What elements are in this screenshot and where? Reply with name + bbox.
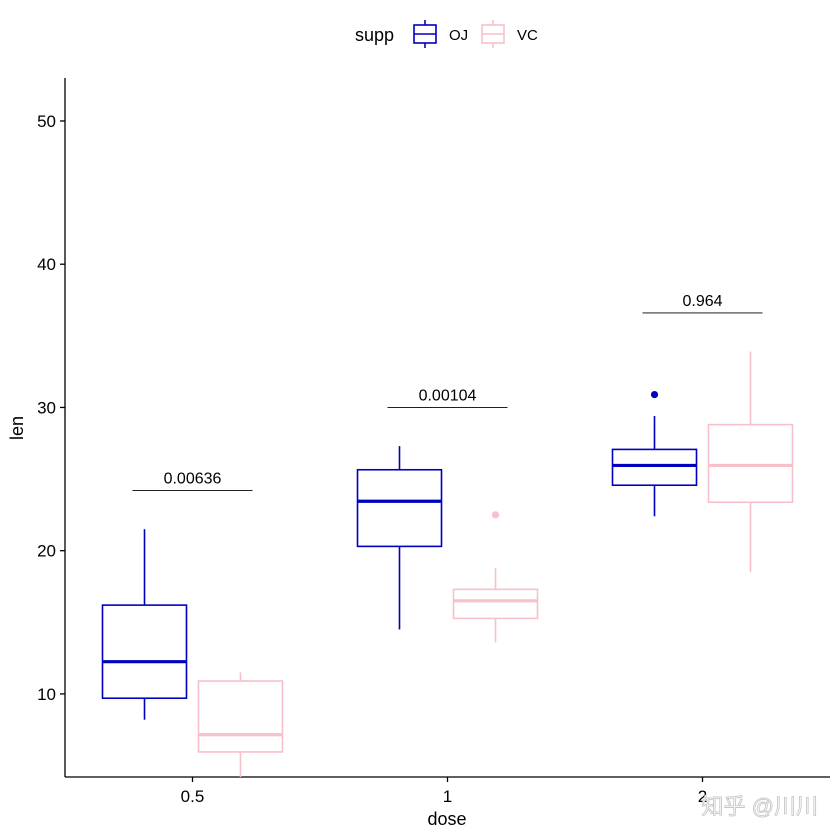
- x-tick-label: 1: [443, 787, 452, 806]
- x-axis-title: dose: [427, 809, 466, 829]
- box-iqr: [452, 588, 539, 620]
- box-iqr: [707, 423, 794, 504]
- legend-title: supp: [355, 25, 394, 45]
- box-VC-2: [707, 351, 794, 573]
- outlier-point: [650, 390, 659, 399]
- significance-annotations: 0.00636 0.00104 0.964: [132, 293, 763, 491]
- box-OJ-1: [356, 446, 443, 630]
- box-iqr: [356, 468, 443, 548]
- boxes: [101, 351, 794, 777]
- legend-label: OJ: [449, 27, 468, 44]
- y-axis: 10 20 30 40 50: [37, 78, 66, 777]
- legend-label: VC: [517, 27, 538, 44]
- annotation-pvalue: 0.00636: [164, 471, 222, 488]
- x-axis: 0.5 1 2: [65, 776, 830, 806]
- y-axis-title: len: [7, 416, 27, 440]
- box-VC-1: [452, 511, 539, 643]
- box-iqr: [197, 680, 284, 753]
- y-tick-label: 20: [37, 542, 56, 561]
- annotation-pvalue: 0.964: [682, 293, 722, 310]
- legend-item-OJ: OJ: [413, 20, 468, 48]
- watermark: 知乎 @川川: [702, 794, 818, 819]
- box-iqr: [611, 448, 698, 487]
- y-tick-label: 50: [37, 112, 56, 131]
- box-iqr: [101, 604, 188, 700]
- x-tick-label: 0.5: [181, 787, 205, 806]
- legend-item-VC: VC: [481, 20, 538, 48]
- y-tick-label: 30: [37, 398, 56, 417]
- box-VC-0.5: [197, 672, 284, 777]
- annotation-pvalue: 0.00104: [419, 387, 477, 404]
- legend: supp OJ VC: [355, 20, 538, 48]
- box-OJ-0.5: [101, 529, 188, 720]
- y-tick-label: 10: [37, 685, 56, 704]
- outlier-point: [491, 511, 500, 519]
- box-OJ-2: [611, 390, 698, 517]
- y-tick-label: 40: [37, 255, 56, 274]
- x-tick-label: 2: [698, 787, 707, 806]
